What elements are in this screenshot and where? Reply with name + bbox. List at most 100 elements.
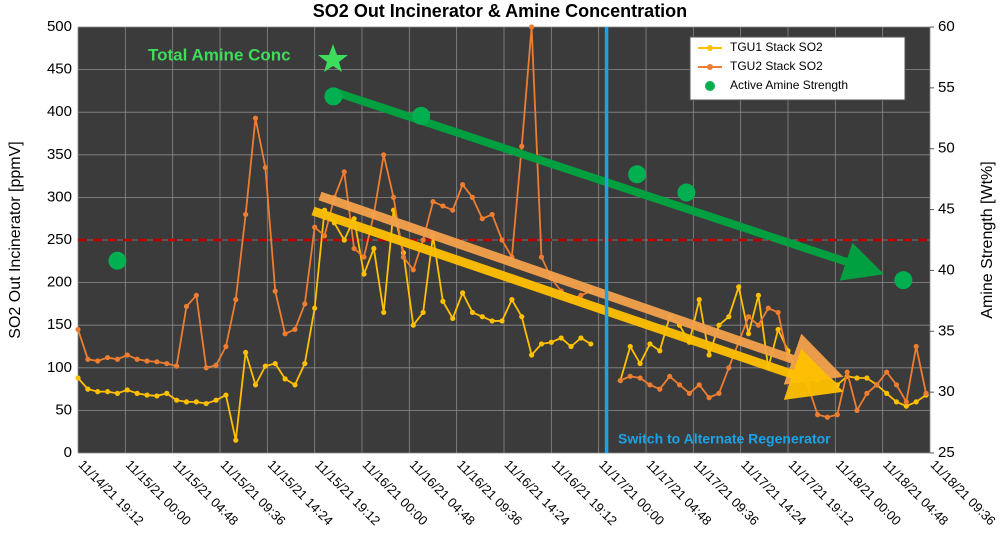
point — [430, 199, 436, 205]
point — [292, 382, 298, 388]
point — [755, 322, 762, 328]
legend-label: Active Amine Strength — [730, 78, 848, 92]
point — [558, 335, 564, 341]
point — [706, 352, 712, 358]
point — [775, 326, 781, 333]
point — [459, 182, 466, 188]
y2-tick-label: 40 — [938, 261, 955, 278]
point — [95, 358, 101, 364]
point — [903, 403, 909, 409]
point — [647, 341, 653, 347]
point — [371, 245, 377, 252]
y-tick-label: 400 — [47, 103, 72, 120]
point — [894, 271, 913, 290]
point — [341, 169, 347, 175]
point — [450, 315, 456, 321]
point — [400, 254, 407, 260]
y2-tick-label: 35 — [938, 322, 955, 339]
point — [312, 224, 318, 230]
point — [164, 360, 170, 367]
point — [223, 343, 229, 350]
point — [499, 237, 505, 243]
point — [854, 375, 860, 381]
point — [686, 390, 692, 396]
y2-tick-label: 45 — [938, 201, 955, 218]
y2-tick-label: 55 — [938, 79, 955, 96]
point — [104, 389, 111, 395]
y-tick-label: 0 — [64, 444, 72, 461]
point — [854, 407, 860, 413]
point — [864, 375, 870, 381]
point — [193, 292, 199, 298]
point — [676, 382, 683, 388]
point — [193, 399, 199, 405]
point — [174, 363, 180, 369]
point — [272, 288, 278, 294]
point — [824, 373, 831, 379]
point — [459, 290, 466, 296]
point — [262, 164, 268, 171]
point — [864, 390, 870, 396]
legend-box — [689, 36, 906, 101]
point — [627, 343, 633, 350]
point — [479, 216, 485, 222]
point — [440, 298, 446, 304]
point — [233, 437, 239, 443]
point — [85, 356, 91, 362]
y2-tick-label: 50 — [938, 140, 955, 157]
point — [390, 194, 397, 200]
point — [775, 309, 781, 316]
point — [183, 399, 190, 405]
point — [410, 267, 416, 273]
y-tick-label: 150 — [47, 316, 72, 333]
point — [154, 393, 160, 399]
y-tick-label: 500 — [47, 18, 72, 35]
y-tick-label: 300 — [47, 188, 72, 205]
y-tick-label: 450 — [47, 61, 72, 78]
point — [834, 382, 840, 388]
point — [302, 301, 308, 307]
point — [75, 326, 81, 333]
point — [745, 331, 752, 337]
legend-label: TGU1 Stack SO2 — [730, 40, 823, 54]
point — [736, 284, 742, 290]
point — [716, 322, 722, 328]
chart-title: SO2 Out Incinerator & Amine Concentratio… — [313, 1, 687, 21]
point — [884, 390, 890, 396]
point — [469, 309, 476, 316]
point — [114, 390, 121, 396]
point — [203, 365, 209, 371]
point — [469, 194, 476, 200]
point — [628, 165, 647, 184]
point — [726, 314, 732, 320]
annotation: Switch to Alternate Regenerator — [618, 431, 831, 447]
point — [529, 352, 535, 358]
point — [745, 314, 752, 320]
point — [657, 386, 663, 392]
point — [696, 297, 702, 303]
point — [578, 335, 584, 341]
point — [755, 292, 762, 298]
point — [351, 245, 357, 252]
point — [696, 382, 702, 388]
point — [302, 360, 308, 367]
point — [814, 412, 821, 418]
y-tick-label: 100 — [47, 359, 72, 376]
y-tick-label: 250 — [47, 231, 72, 248]
point — [716, 390, 722, 396]
point — [440, 203, 446, 209]
point — [824, 414, 831, 420]
point — [548, 339, 554, 345]
point — [420, 237, 426, 243]
trend-arrow — [311, 206, 844, 400]
point — [282, 331, 288, 337]
point — [529, 24, 535, 30]
point — [114, 356, 121, 362]
point — [874, 382, 880, 388]
point — [144, 392, 150, 398]
point — [75, 375, 81, 381]
legend-swatch — [705, 81, 715, 91]
point — [410, 322, 416, 328]
point — [341, 237, 347, 243]
